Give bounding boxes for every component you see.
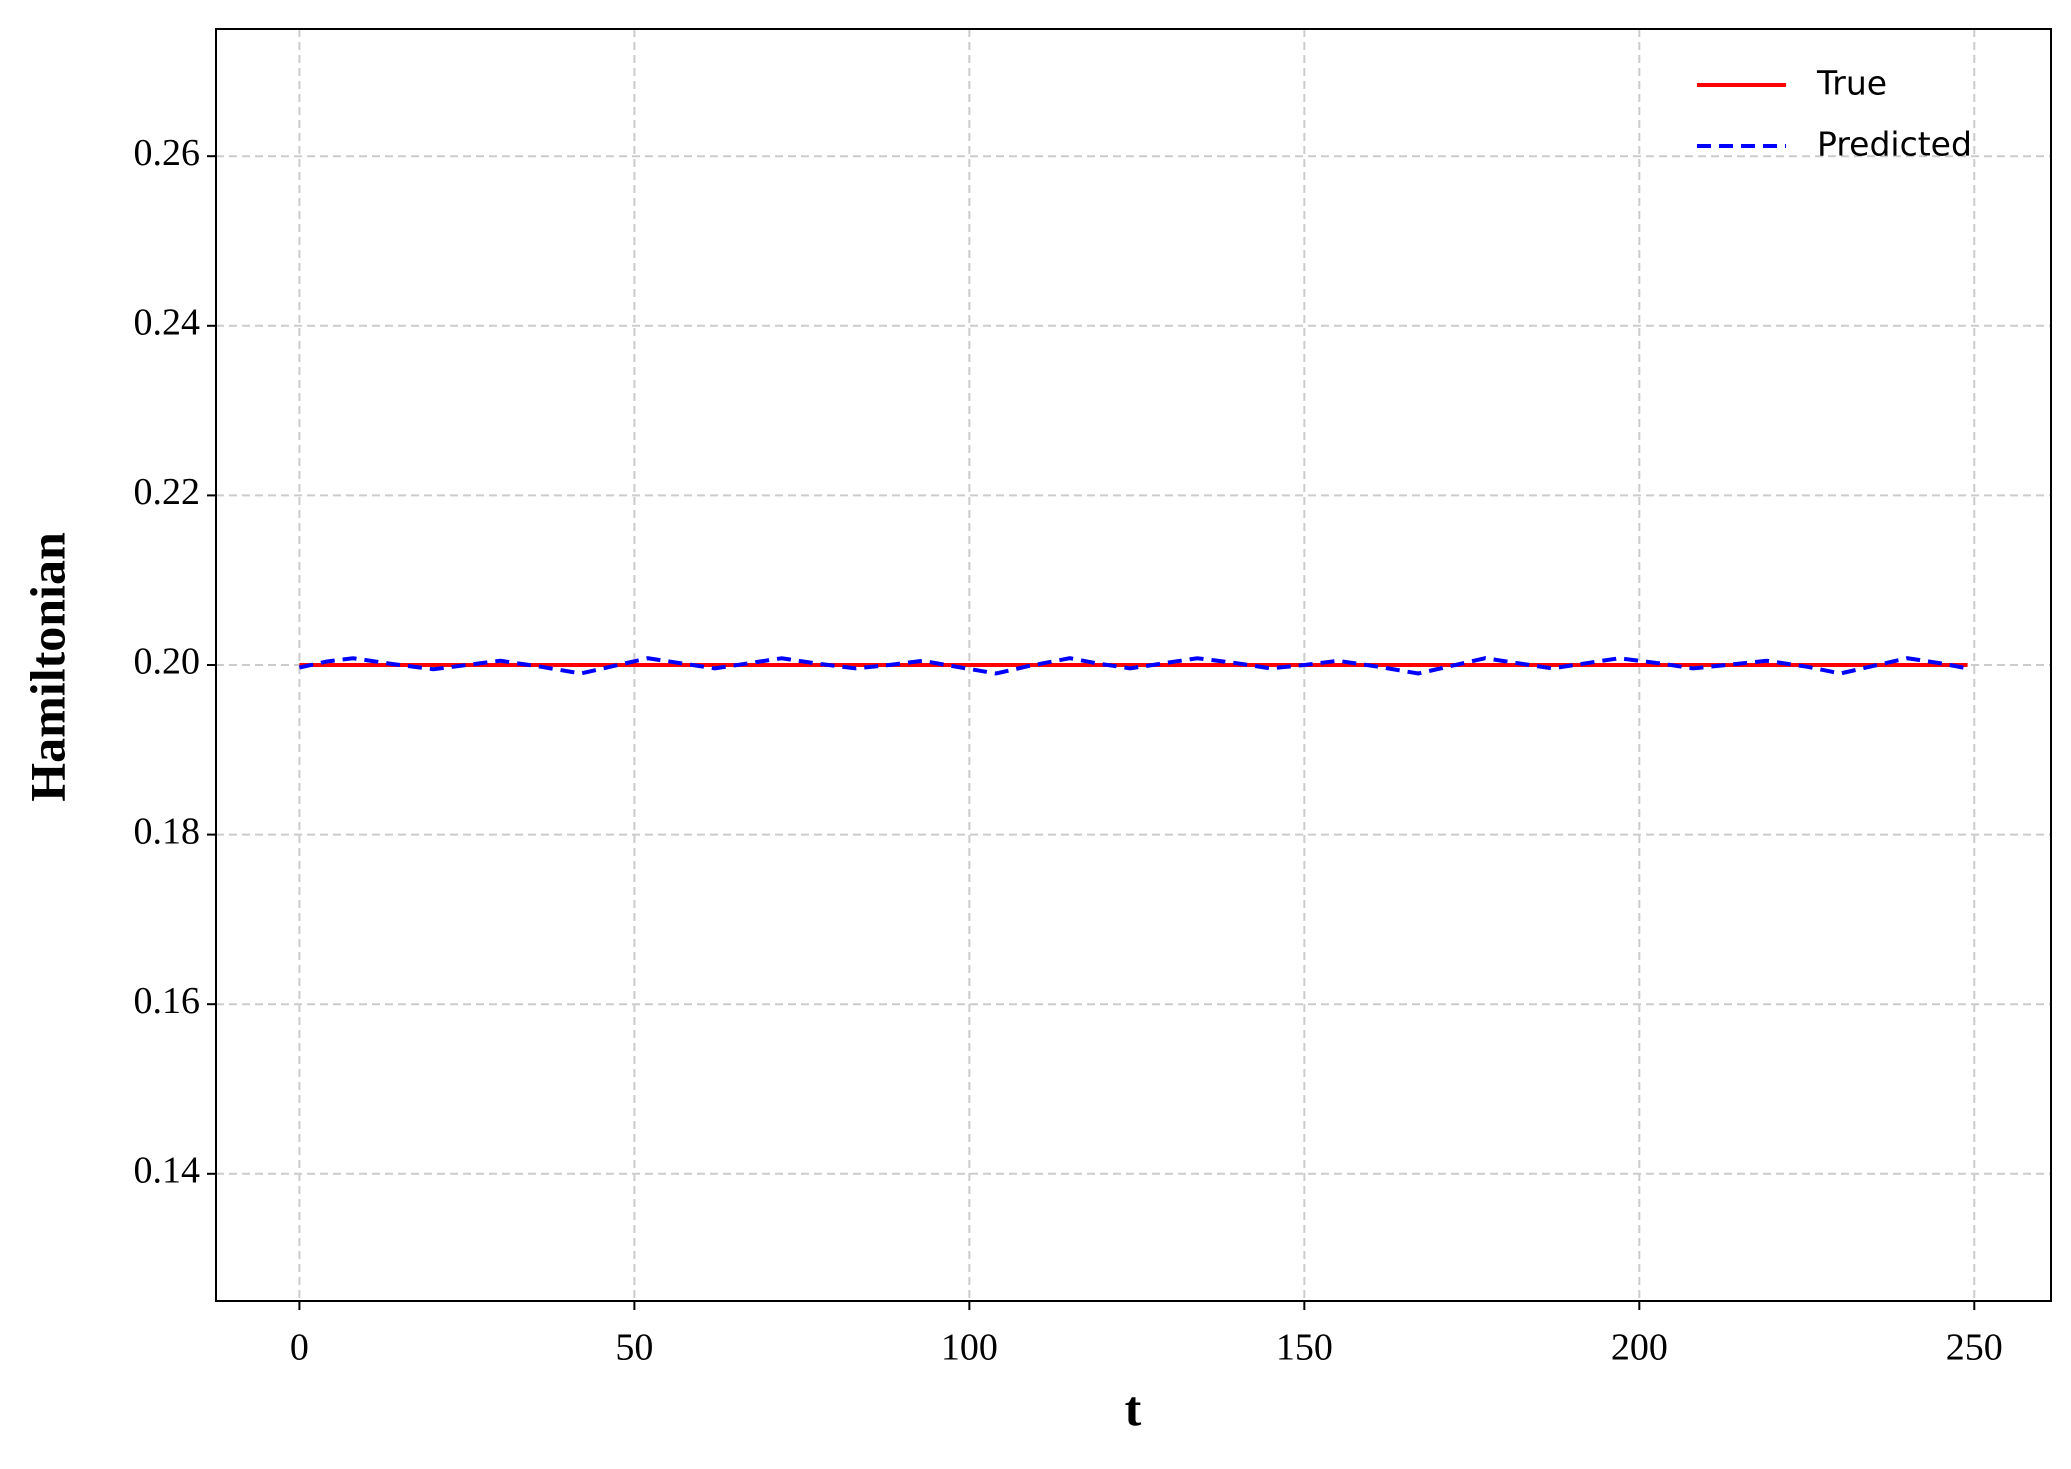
y-tick-label: 0.16: [134, 980, 201, 1022]
y-tick-label: 0.18: [134, 810, 201, 852]
legend-label: True: [1816, 64, 1887, 103]
x-tick-label: 50: [615, 1327, 653, 1369]
plot-frame: [215, 28, 2052, 1302]
x-tick-label: 0: [290, 1327, 309, 1369]
x-tick-label: 250: [1946, 1327, 2003, 1369]
legend-label: Predicted: [1817, 125, 1972, 164]
series-line: [298, 656, 1968, 676]
y-tick-label: 0.14: [134, 1150, 201, 1192]
y-tick-label: 0.22: [134, 471, 201, 513]
y-tick-label: 0.20: [134, 641, 201, 683]
x-axis-label: t: [1125, 1380, 1142, 1436]
y-tick-label: 0.24: [134, 302, 201, 344]
x-tick-label: 100: [941, 1327, 998, 1369]
x-tick-label: 150: [1276, 1327, 1333, 1369]
y-tick-label: 0.26: [134, 132, 201, 174]
x-tick-label: 200: [1611, 1327, 1668, 1369]
y-axis-label: Hamiltonian: [19, 532, 75, 802]
